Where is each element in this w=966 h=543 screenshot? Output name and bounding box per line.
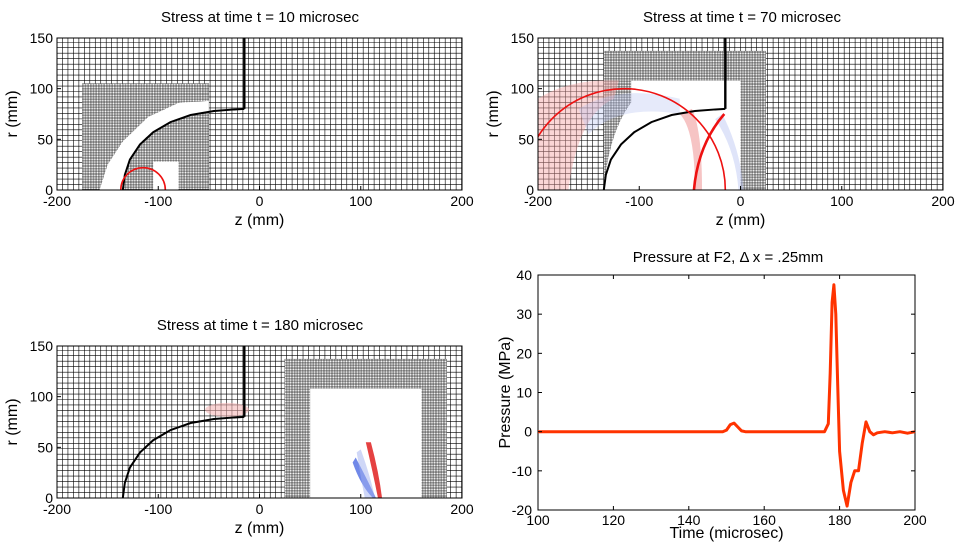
x-tick-label: 120 [602, 512, 626, 528]
plot-area [57, 346, 462, 498]
y-tick-label: 50 [37, 439, 53, 455]
x-tick-label: 200 [450, 501, 474, 517]
x-tick-label: 200 [450, 193, 474, 209]
y-tick-label: 150 [30, 30, 54, 46]
y-axis-label: r (mm) [4, 90, 21, 137]
y-tick-label: 0 [45, 182, 53, 198]
x-tick-label: -200 [43, 193, 71, 209]
chart-title: Stress at time t = 180 microsec [157, 317, 364, 334]
y-tick-label: 100 [511, 81, 535, 97]
x-tick-label: 200 [903, 512, 927, 528]
y-axis-label: r (mm) [485, 90, 502, 137]
y-axis-label: Pressure (MPa) [497, 336, 514, 448]
x-tick-label: -200 [43, 501, 71, 517]
y-tick-label: 0 [45, 490, 53, 506]
reflector-curve [121, 107, 245, 190]
y-tick-label: 0 [526, 182, 534, 198]
x-tick-label: 140 [677, 512, 701, 528]
reflector-curve [121, 415, 245, 498]
y-tick-label: 100 [30, 81, 54, 97]
x-tick-label: 0 [256, 193, 264, 209]
x-tick-label: 180 [828, 512, 852, 528]
stress-panel-1: -200 -100 0 100 200 0 50 100 150 Stress at time t… [4, 9, 474, 229]
x-tick-label: 100 [830, 193, 854, 209]
x-tick-label: 0 [737, 193, 745, 209]
x-tick-label: 100 [526, 512, 550, 528]
x-tick-label: -100 [144, 193, 172, 209]
axes-frame [537, 274, 916, 511]
y-tick-label: 30 [516, 306, 532, 322]
stress-tension-region [538, 80, 619, 190]
y-axis-label: r (mm) [4, 398, 21, 445]
y-tick-label: -10 [512, 463, 532, 479]
y-tick-label: 100 [30, 389, 54, 405]
stress-panel-2: -200 -100 0 100 200 0 50 100 150 Stress at time t… [485, 9, 955, 229]
stress-compression-region [578, 93, 680, 135]
stress-tension-region [205, 402, 250, 417]
y-tick-label: 40 [516, 267, 532, 283]
y-tick-label: 50 [518, 131, 534, 147]
x-axis-label: z (mm) [716, 212, 766, 229]
x-tick-label: -200 [524, 193, 552, 209]
x-tick-label: -100 [144, 501, 172, 517]
y-tick-label: -20 [512, 502, 532, 518]
stress-panel-3: -200 -100 0 100 200 0 50 100 150 Stress at time t… [4, 317, 474, 537]
y-tick-label: 50 [37, 131, 53, 147]
refined-mesh [82, 83, 209, 190]
chart-title: Pressure at F2, Δ x = .25mm [633, 249, 824, 266]
x-tick-label: 200 [931, 193, 955, 209]
pressure-chart: 100 120 140 160 180 200 -20 -10 0 10 20 30 40 Pressur… [497, 249, 927, 542]
plot-area [538, 38, 943, 190]
x-tick-label: 100 [349, 193, 373, 209]
y-tick-label: 150 [511, 30, 535, 46]
y-tick-label: 10 [516, 385, 532, 401]
plot-area [57, 38, 462, 190]
x-axis-label: z (mm) [235, 212, 285, 229]
x-tick-label: -100 [625, 193, 653, 209]
x-axis-label: Time (microsec) [669, 525, 783, 542]
reflected-wavefront [692, 113, 726, 190]
x-tick-label: 0 [256, 501, 264, 517]
y-tick-label: 20 [516, 345, 532, 361]
x-axis-label: z (mm) [235, 520, 285, 537]
pressure-series-line [538, 283, 916, 508]
reflector-curve [602, 107, 726, 190]
x-tick-label: 160 [753, 512, 777, 528]
chart-title: Stress at time t = 10 microsec [161, 9, 359, 26]
x-tick-label: 100 [349, 501, 373, 517]
chart-title: Stress at time t = 70 microsec [643, 9, 841, 26]
y-tick-label: 0 [524, 424, 532, 440]
wavefront [538, 87, 727, 190]
y-tick-label: 150 [30, 338, 54, 354]
wavefront [119, 166, 167, 190]
